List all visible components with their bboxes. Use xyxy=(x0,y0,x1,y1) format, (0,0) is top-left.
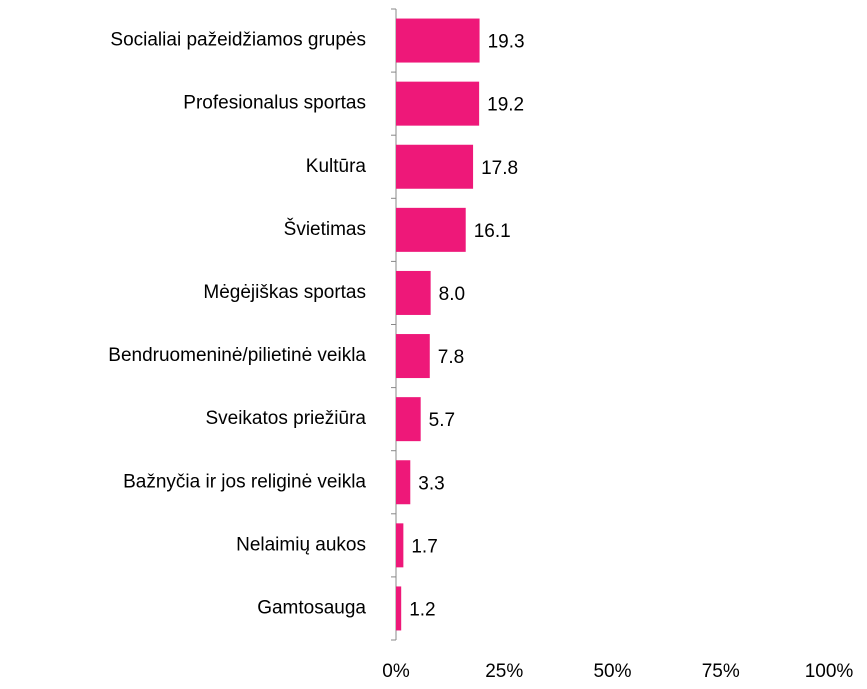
data-label: 19.3 xyxy=(488,32,525,53)
data-label: 5.7 xyxy=(429,410,455,431)
bar xyxy=(396,334,430,379)
bar xyxy=(396,81,480,126)
data-label: 1.7 xyxy=(411,536,437,557)
y-tick-label: Socialiai pažeidžiamos grupės xyxy=(110,30,366,51)
bar xyxy=(396,144,474,189)
data-label: 19.2 xyxy=(487,95,524,116)
y-tick-label: Profesionalus sportas xyxy=(183,93,366,114)
y-tick-label: Švietimas xyxy=(284,218,366,240)
x-tick-label: 0% xyxy=(382,661,410,682)
y-tick-label: Bažnyčia ir jos religinė veikla xyxy=(123,471,366,492)
bar xyxy=(396,460,411,505)
data-label: 17.8 xyxy=(481,158,518,179)
x-tick-label: 100% xyxy=(805,661,854,682)
data-label: 16.1 xyxy=(474,221,511,242)
bar xyxy=(396,523,404,568)
data-label: 8.0 xyxy=(439,284,465,305)
x-tick-label: 75% xyxy=(702,661,740,682)
y-tick-label: Bendruomeninė/pilietinė veikla xyxy=(108,345,366,366)
x-tick-label: 25% xyxy=(485,661,523,682)
y-tick-label: Sveikatos priežiūra xyxy=(205,408,366,429)
y-tick-label: Gamtosauga xyxy=(257,597,366,618)
data-label: 7.8 xyxy=(438,347,464,368)
y-tick-label: Nelaimių aukos xyxy=(236,534,366,555)
bar xyxy=(396,397,421,442)
bar xyxy=(396,270,431,315)
bar xyxy=(396,586,402,631)
bar xyxy=(396,18,480,63)
data-label: 1.2 xyxy=(409,599,435,620)
data-label: 3.3 xyxy=(418,473,444,494)
bar xyxy=(396,207,466,252)
y-tick-label: Kultūra xyxy=(306,156,367,177)
y-tick-label: Mėgėjiškas sportas xyxy=(203,282,366,303)
x-tick-label: 50% xyxy=(593,661,631,682)
